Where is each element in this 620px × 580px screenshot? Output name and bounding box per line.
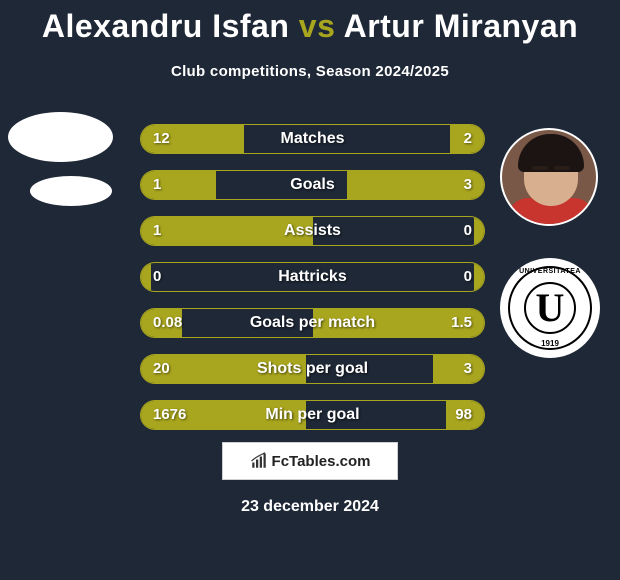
stat-row: 13Goals [140, 170, 485, 200]
stat-label: Hattricks [141, 263, 484, 291]
club-badge-bottom-text: 1919 [500, 339, 600, 348]
club-badge-top-text: UNIVERSITATEA [500, 268, 600, 275]
footer-logo: FcTables.com [222, 442, 398, 480]
subtitle: Club competitions, Season 2024/2025 [0, 63, 620, 80]
stat-label: Assists [141, 217, 484, 245]
stat-row: 122Matches [140, 124, 485, 154]
footer-site-text: FcTables.com [272, 453, 371, 470]
stat-label: Min per goal [141, 401, 484, 429]
player1-avatar-placeholder [8, 112, 113, 162]
stat-label: Goals per match [141, 309, 484, 337]
club-badge-letter: U [500, 284, 600, 331]
footer-date: 23 december 2024 [0, 498, 620, 516]
player2-avatar [500, 128, 598, 226]
player2-club-badge: UNIVERSITATEA U 1919 [500, 258, 600, 358]
stat-row: 167698Min per goal [140, 400, 485, 430]
player1-club-placeholder [30, 176, 112, 206]
stat-row: 0.081.5Goals per match [140, 308, 485, 338]
vs-text: vs [299, 8, 336, 44]
page-title: Alexandru Isfan vs Artur Miranyan [0, 0, 620, 45]
stats-container: 122Matches 13Goals 10Assists 00Hattricks 0.0… [140, 124, 485, 446]
stat-row: 203Shots per goal [140, 354, 485, 384]
player2-name: Artur Miranyan [344, 8, 579, 44]
stat-label: Shots per goal [141, 355, 484, 383]
stat-row: 10Assists [140, 216, 485, 246]
stat-row: 00Hattricks [140, 262, 485, 292]
chart-icon [250, 452, 268, 470]
player1-name: Alexandru Isfan [42, 8, 290, 44]
stat-label: Goals [141, 171, 484, 199]
stat-label: Matches [141, 125, 484, 153]
